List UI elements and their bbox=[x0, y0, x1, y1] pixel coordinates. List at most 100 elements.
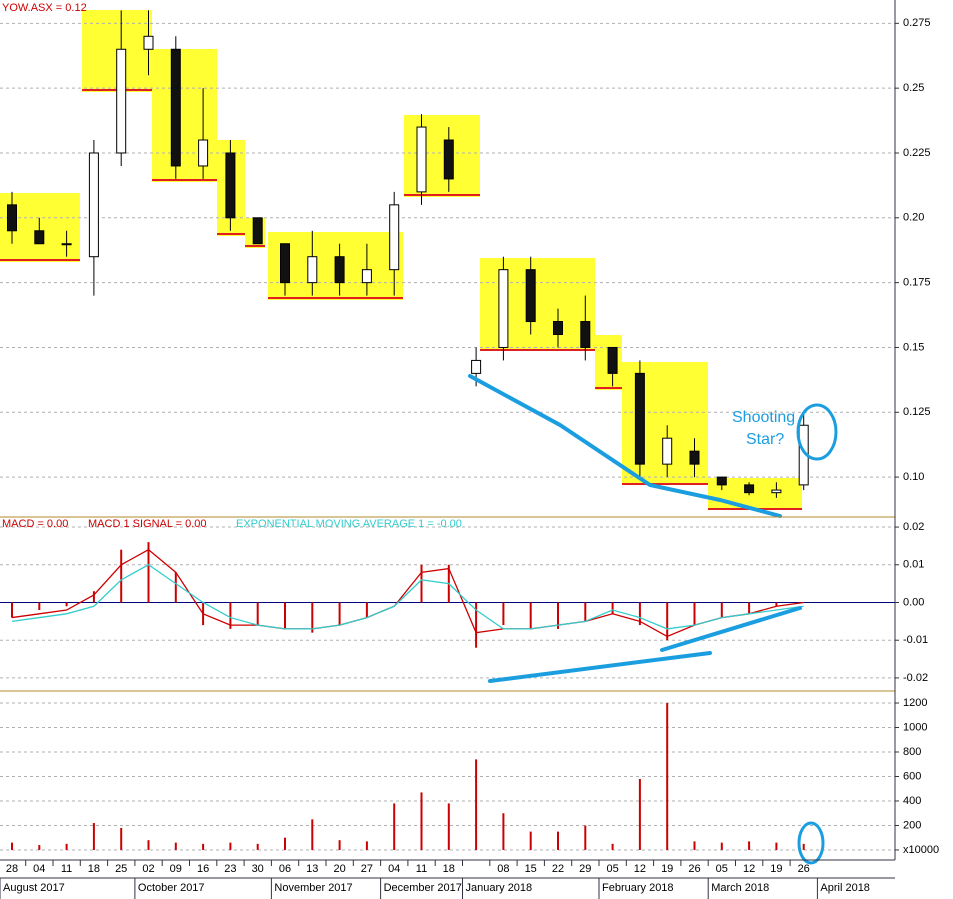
candle-body bbox=[744, 484, 755, 494]
candle-body bbox=[416, 126, 427, 193]
y-tick-label: 0.225 bbox=[903, 147, 931, 159]
month-label: August 2017 bbox=[3, 882, 65, 894]
annotations bbox=[468, 374, 838, 865]
chart-title: YOW.ASX = 0.12 bbox=[2, 2, 87, 14]
x-tick-label: 08 bbox=[497, 863, 509, 875]
trend-line bbox=[660, 606, 802, 652]
x-tick-label: 18 bbox=[443, 863, 455, 875]
candle-body bbox=[662, 437, 673, 465]
candle-body bbox=[225, 152, 236, 219]
candle-body bbox=[143, 35, 154, 50]
legend-entry: MACD 1 SIGNAL = 0.00 bbox=[88, 518, 207, 530]
x-tick-label: 11 bbox=[61, 863, 72, 875]
x-tick-label: 06 bbox=[279, 863, 291, 875]
x-tick-label: 28 bbox=[6, 863, 18, 875]
legend-entry: EXPONENTIAL MOVING AVERAGE 1 = -0.00 bbox=[236, 518, 462, 530]
macd-line bbox=[11, 548, 804, 638]
trend-line bbox=[468, 374, 782, 518]
x-tick-label: 12 bbox=[634, 863, 646, 875]
candle-body bbox=[634, 372, 645, 465]
x-tick-label: 13 bbox=[306, 863, 318, 875]
candle-body bbox=[771, 489, 782, 494]
y-tick-label: 0.01 bbox=[903, 559, 924, 571]
candle-body bbox=[389, 204, 400, 271]
x-tick-label: 02 bbox=[142, 863, 154, 875]
y-tick-label: 0.10 bbox=[903, 471, 924, 483]
candle-body bbox=[116, 48, 127, 154]
y-tick-label: 0.275 bbox=[903, 17, 931, 29]
candle-body bbox=[252, 217, 263, 245]
y-tick-label: -0.01 bbox=[903, 634, 928, 646]
macd-line bbox=[11, 564, 804, 630]
y-tick-label: 0.00 bbox=[903, 596, 924, 608]
month-label: October 2017 bbox=[138, 882, 205, 894]
candle-body bbox=[307, 256, 318, 284]
x-tick-label: 04 bbox=[388, 863, 400, 875]
x-tick-label: 27 bbox=[361, 863, 373, 875]
candle-body bbox=[198, 139, 209, 167]
month-label: January 2018 bbox=[466, 882, 533, 894]
annotation: Star? bbox=[746, 431, 784, 448]
y-tick-label: 400 bbox=[903, 795, 921, 807]
y-tick-label: -0.02 bbox=[903, 672, 928, 684]
candle-body bbox=[361, 269, 372, 284]
candle-body bbox=[471, 359, 482, 374]
y-tick-label: 1000 bbox=[903, 721, 927, 733]
month-label: March 2018 bbox=[711, 882, 769, 894]
y-tick-label: 0.02 bbox=[903, 521, 924, 533]
month-label: April 2018 bbox=[820, 882, 870, 894]
plot bbox=[0, 10, 895, 851]
month-label: December 2017 bbox=[384, 882, 462, 894]
y-tick-label: 0.20 bbox=[903, 212, 924, 224]
highlight-circle bbox=[796, 403, 838, 461]
x-tick-label: 29 bbox=[579, 863, 591, 875]
y-tick-label: 0.15 bbox=[903, 341, 924, 353]
trend-line bbox=[488, 651, 712, 683]
x-tick-label: 09 bbox=[170, 863, 182, 875]
x-tick-label: 15 bbox=[525, 863, 537, 875]
x-tick-label: 25 bbox=[115, 863, 127, 875]
zone bbox=[480, 258, 595, 350]
x-tick-label: 12 bbox=[743, 863, 755, 875]
candle-body bbox=[280, 243, 290, 284]
x-tick-label: 22 bbox=[552, 863, 564, 875]
candle-body bbox=[34, 230, 45, 245]
x-tick-label: 26 bbox=[798, 863, 810, 875]
candle-body bbox=[716, 476, 727, 486]
candle-body bbox=[498, 269, 509, 348]
candle-body bbox=[61, 243, 72, 246]
candle-body bbox=[525, 269, 536, 323]
x-tick-label: 19 bbox=[770, 863, 782, 875]
candle-body bbox=[607, 346, 618, 374]
candle-body bbox=[553, 321, 563, 335]
y-tick-label: 200 bbox=[903, 819, 921, 831]
annotation: Shooting bbox=[732, 409, 795, 426]
x-tick-label: 05 bbox=[606, 863, 618, 875]
x-tick-label: 19 bbox=[661, 863, 673, 875]
month-label: February 2018 bbox=[602, 882, 674, 894]
month-label: November 2017 bbox=[274, 882, 352, 894]
candle-body bbox=[88, 152, 99, 258]
x-tick-label: 23 bbox=[224, 863, 236, 875]
x-tick-label: 11 bbox=[416, 863, 427, 875]
y-tick-label: 0.25 bbox=[903, 82, 924, 94]
x-tick-label: 26 bbox=[688, 863, 700, 875]
x-tick-label: 20 bbox=[333, 863, 345, 875]
x-tick-label: 18 bbox=[88, 863, 100, 875]
candle-body bbox=[443, 139, 454, 180]
candle-body bbox=[689, 450, 700, 465]
highlight-circle bbox=[797, 821, 825, 865]
candle-body bbox=[580, 321, 591, 348]
candle-body bbox=[170, 48, 181, 167]
zone bbox=[404, 115, 480, 197]
x-tick-label: 16 bbox=[197, 863, 209, 875]
y-tick-label: 0.125 bbox=[903, 406, 931, 418]
y-tick-label: 1200 bbox=[903, 697, 927, 709]
y-tick-label: x10000 bbox=[903, 844, 939, 856]
y-tick-label: 600 bbox=[903, 770, 921, 782]
legend-entry: MACD = 0.00 bbox=[2, 518, 68, 530]
y-tick-label: 800 bbox=[903, 746, 921, 758]
candle-body bbox=[334, 256, 345, 284]
x-tick-label: 04 bbox=[33, 863, 45, 875]
